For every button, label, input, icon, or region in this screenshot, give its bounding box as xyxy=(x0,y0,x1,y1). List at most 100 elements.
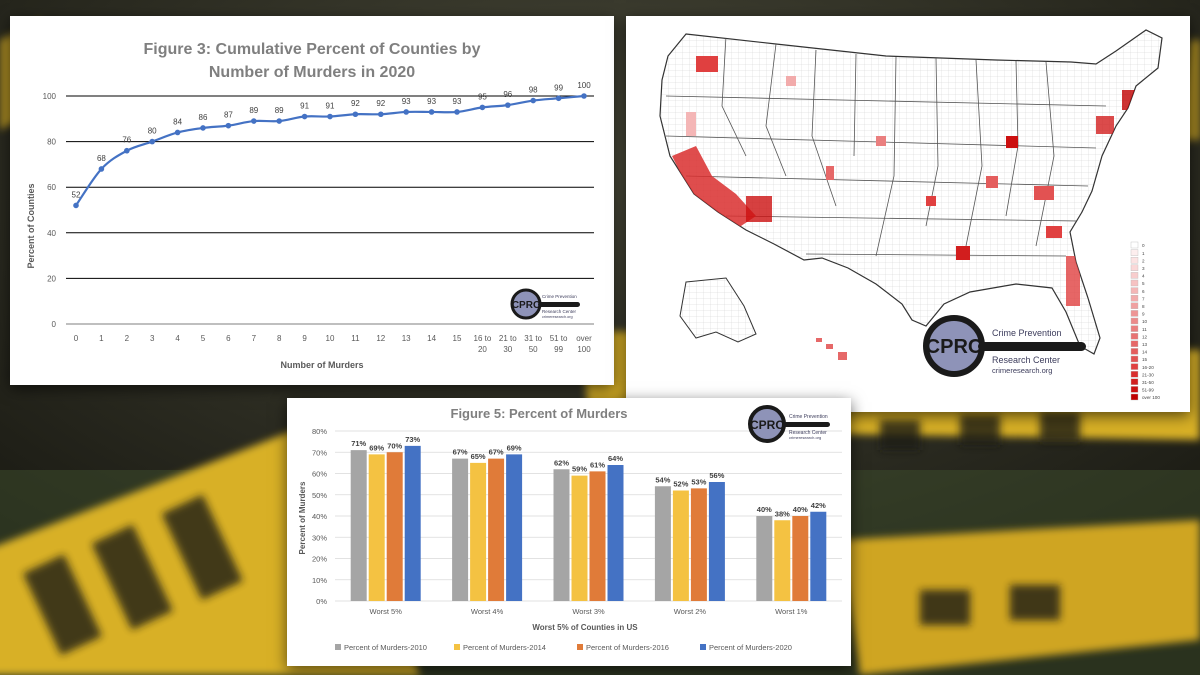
figure5-data-label: 42% xyxy=(811,501,826,510)
figure5-data-label: 53% xyxy=(691,477,706,486)
figure5-x-tick-label: Worst 3% xyxy=(572,607,605,616)
map-legend-swatch xyxy=(1130,355,1139,363)
figure5-bar xyxy=(571,475,588,601)
figure3-y-tick-label: 20 xyxy=(47,274,56,283)
figure5-bar xyxy=(488,458,505,601)
figure5-y-tick-label: 40% xyxy=(312,512,327,521)
map-legend-swatch xyxy=(1130,325,1139,332)
figure3-data-label: 95 xyxy=(478,92,487,101)
figure5-bar xyxy=(404,445,421,601)
figure5-bar xyxy=(368,454,385,601)
figure5-data-label: 67% xyxy=(453,448,468,457)
figure5-legend: Percent of Murders-2010 Percent of Murder… xyxy=(335,643,792,652)
figure3-data-point xyxy=(403,109,410,115)
figure5-x-tick-label: Worst 4% xyxy=(471,607,504,616)
figure3-data-point xyxy=(98,166,105,172)
map-legend-swatch xyxy=(1130,348,1139,355)
figure3-data-point xyxy=(505,102,511,108)
figure3-x-tick-label: 50 xyxy=(529,345,538,354)
figure5-data-label: 71% xyxy=(351,439,366,448)
figure5-bar xyxy=(774,520,791,601)
figure3-data-point xyxy=(301,113,308,120)
map-legend-label: 16-20 xyxy=(1142,365,1154,370)
figure3-y-tick-label: 80 xyxy=(47,138,56,147)
figure3-data-point xyxy=(251,118,257,124)
map-logo-name-2: Research Center xyxy=(992,355,1060,365)
figure3-logo-name-1: Crime Prevention xyxy=(542,294,577,299)
figure3-x-tick-label: 10 xyxy=(326,334,335,343)
figure3-data-point xyxy=(428,109,435,115)
figure3-y-tick-label: 40 xyxy=(47,229,56,238)
figure3-data-label: 93 xyxy=(402,97,411,106)
figure3-x-tick-label: 30 xyxy=(503,345,512,354)
figure5-data-label: 56% xyxy=(709,471,724,480)
map-legend-swatch xyxy=(1130,272,1139,279)
figure3-title-line-1: Figure 3: Cumulative Percent of Counties… xyxy=(144,41,481,58)
map-legend-swatch xyxy=(1130,363,1139,370)
figure5-y-tick-label: 20% xyxy=(312,555,327,564)
figure5-legend-swatch xyxy=(335,644,341,650)
figure5-y-axis-label: Percent of Murders xyxy=(298,481,307,554)
map-legend-label: 11 xyxy=(1142,327,1147,332)
map-legend-swatch xyxy=(1130,249,1139,256)
map-legend-label: 2 xyxy=(1142,258,1145,263)
figure5-legend-swatch xyxy=(577,644,583,650)
figure5-x-tick-label: Worst 2% xyxy=(674,607,707,616)
figure3-data-label: 92 xyxy=(351,99,360,108)
figure5-y-tick-label: 60% xyxy=(312,470,327,479)
alaska-outline xyxy=(679,277,757,343)
figure3-data-label: 91 xyxy=(300,102,309,111)
map-legend-swatch xyxy=(1130,264,1139,272)
map-legend-label: 8 xyxy=(1142,304,1145,309)
figure3-x-tick-label: 100 xyxy=(577,345,591,354)
figure3-x-tick-label: 51 to xyxy=(550,334,568,343)
figure3-y-tick-label: 0 xyxy=(52,320,57,329)
figure5-bar xyxy=(756,516,773,601)
figure3-data-point xyxy=(149,138,155,145)
figure3-y-tick-label: 100 xyxy=(43,92,57,101)
figure3-title-line-2: Number of Murders in 2020 xyxy=(209,64,415,81)
figure5-data-label: 64% xyxy=(608,454,623,463)
figure3-data-point xyxy=(530,97,536,104)
figure5-legend-label: Percent of Murders-2016 xyxy=(586,643,669,652)
figure5-y-tick-label: 30% xyxy=(312,533,327,542)
figure3-data-label: 52 xyxy=(72,190,81,199)
figure5-data-label: 62% xyxy=(554,458,569,467)
figure3-x-tick-label: 13 xyxy=(402,334,411,343)
county-shading xyxy=(672,56,1136,306)
map-legend-label: 6 xyxy=(1142,289,1145,294)
figure3-x-tick-label: over xyxy=(576,334,592,343)
figure5-y-tick-label: 80% xyxy=(312,427,327,436)
figure5-bar xyxy=(810,511,827,601)
figure5-data-label: 67% xyxy=(489,448,504,457)
map-legend-swatch xyxy=(1130,279,1139,287)
map-legend-swatch xyxy=(1130,378,1139,385)
figure5-x-axis-label: Worst 5% of Counties in US xyxy=(532,623,638,632)
map-legend-label: 5 xyxy=(1142,281,1145,286)
figure5-logo-url: crimeresearch.org xyxy=(789,435,821,440)
figure3-logo-mark: CPRC xyxy=(512,300,540,311)
figure5-data-label: 70% xyxy=(387,441,402,450)
figure5-y-tick-label: 50% xyxy=(312,491,327,500)
figure3-x-tick-label: 16 to xyxy=(474,334,492,343)
figure5-legend-label: Percent of Murders-2020 xyxy=(709,643,792,652)
figure3-x-tick-label: 8 xyxy=(277,334,282,343)
figure5-chart: Figure 5: Percent of Murders Percent of … xyxy=(298,405,842,652)
figure3-x-tick-label: 14 xyxy=(427,334,436,343)
figure3-x-tick-label: 0 xyxy=(74,334,79,343)
figure5-data-label: 65% xyxy=(471,452,486,461)
figure3-data-point xyxy=(454,109,460,115)
figure5-bar xyxy=(470,462,487,601)
figure5-bar xyxy=(708,482,725,601)
figure3-data-point xyxy=(200,125,206,131)
figure3-data-point xyxy=(124,147,130,154)
figure5-cprc-logo: CPRC Crime Prevention Research Center cr… xyxy=(748,405,830,443)
figure5-data-label: 69% xyxy=(507,443,522,452)
figure5-data-label: 69% xyxy=(369,443,384,452)
figure3-data-label: 68 xyxy=(97,154,106,163)
figure5-legend-label: Percent of Murders-2014 xyxy=(463,643,546,652)
figure5-bar xyxy=(506,454,523,601)
county-map-panel: 0 1 2 3 4 5 6 7 8 9 10 11 12 13 14 15 16-20 21-30 31-50 51-… xyxy=(626,16,1190,412)
figure3-panel: Figure 3: Cumulative Percent of Counties… xyxy=(10,16,614,385)
figure3-data-label: 86 xyxy=(199,113,208,122)
